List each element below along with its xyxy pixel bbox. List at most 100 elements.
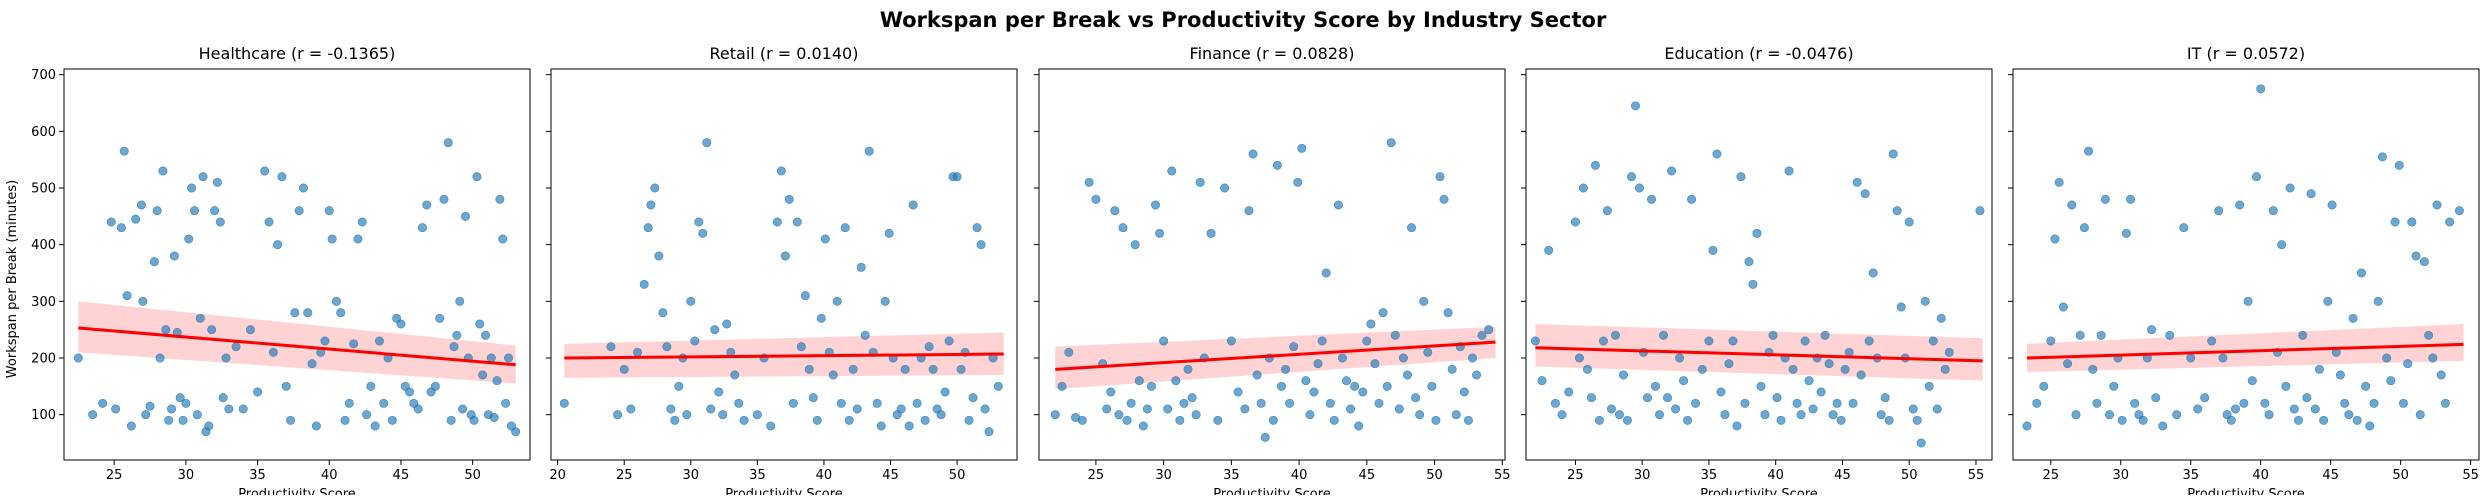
data-point (2039, 381, 2049, 391)
data-point (189, 206, 199, 216)
data-point (2179, 223, 2189, 233)
data-point (796, 342, 806, 352)
data-point (2251, 172, 2261, 182)
x-axis-label: Productivity Score (725, 487, 843, 495)
data-point (1411, 393, 1421, 403)
data-point (472, 172, 482, 182)
x-tick-label: 45 (393, 468, 410, 483)
data-point (714, 387, 724, 397)
data-point (1151, 200, 1161, 210)
data-point (192, 410, 202, 420)
data-point (1736, 172, 1746, 182)
data-point (1447, 364, 1457, 374)
data-point (2022, 421, 2032, 431)
data-point (1167, 166, 1177, 176)
data-point (812, 415, 822, 425)
data-point (1836, 415, 1846, 425)
x-tick-label: 35 (1223, 468, 1240, 483)
panel-title: Finance (r = 0.0828) (1190, 44, 1355, 63)
x-tick-label: 50 (464, 468, 481, 483)
confidence-band (2026, 324, 2464, 373)
data-point (1944, 347, 1954, 357)
data-point (1142, 404, 1152, 414)
data-point (311, 421, 321, 431)
data-point (294, 206, 304, 216)
data-point (145, 401, 155, 411)
data-point (1337, 353, 1347, 363)
data-point (2193, 404, 2203, 414)
data-point (1744, 257, 1754, 267)
data-point (1084, 177, 1094, 187)
data-point (1146, 381, 1156, 391)
data-point (1358, 387, 1368, 397)
axes-frame (63, 68, 531, 461)
data-point (152, 206, 162, 216)
data-point (2130, 398, 2140, 408)
data-point (221, 353, 231, 363)
data-point (690, 336, 700, 346)
data-point (1704, 336, 1714, 346)
data-point (413, 404, 423, 414)
axes-frame (550, 68, 1018, 461)
data-point (106, 217, 116, 227)
data-point (231, 342, 241, 352)
data-point (2428, 353, 2438, 363)
data-point (460, 211, 470, 221)
data-point (1175, 415, 1185, 425)
data-point (2365, 421, 2375, 431)
data-point (1856, 370, 1866, 380)
data-point (682, 410, 692, 420)
data-point (1419, 296, 1429, 306)
data-point (1477, 330, 1487, 340)
data-point (722, 319, 732, 329)
data-point (654, 251, 664, 261)
data-point (1888, 149, 1898, 159)
data-point (1297, 143, 1307, 153)
data-point (1936, 313, 1946, 323)
data-point (290, 308, 300, 318)
panel-title: IT (r = 0.0572) (2187, 44, 2305, 63)
x-axis-label: Productivity Score (238, 487, 356, 495)
data-point (1472, 370, 1482, 380)
x-tick-label: 25 (616, 468, 633, 483)
x-tick-label: 35 (1701, 468, 1718, 483)
x-tick-label: 30 (683, 468, 700, 483)
data-point (613, 410, 623, 420)
data-point (1800, 336, 1810, 346)
data-point (1651, 381, 1661, 391)
panels: Healthcare (r = -0.1365) 25 30 35 40 45 50 100 2… (31, 44, 2480, 499)
data-point (880, 296, 890, 306)
data-point (2398, 398, 2408, 408)
data-point (2407, 217, 2417, 227)
data-point (2454, 206, 2464, 216)
data-point (2071, 410, 2081, 420)
data-point (2356, 268, 2366, 278)
data-point (1057, 381, 1067, 391)
data-point (2050, 234, 2060, 244)
data-point (1463, 415, 1473, 425)
data-point (1840, 364, 1850, 374)
data-point (734, 398, 744, 408)
data-point (1171, 376, 1181, 386)
axes-frame (1038, 68, 1506, 461)
data-point (944, 336, 954, 346)
data-point (1602, 206, 1612, 216)
data-point (1824, 359, 1834, 369)
data-point (1183, 364, 1193, 374)
confidence-band (1535, 324, 1983, 381)
data-point (1752, 228, 1762, 238)
data-point (1768, 330, 1778, 340)
data-point (856, 262, 866, 272)
x-tick-label: 25 (1567, 468, 1584, 483)
data-point (1240, 404, 1250, 414)
data-point (686, 296, 696, 306)
axes-frame (2012, 68, 2480, 461)
data-point (816, 313, 826, 323)
data-point (2390, 217, 2400, 227)
data-point (1064, 347, 1074, 357)
data-point (1301, 376, 1311, 386)
data-point (1582, 364, 1592, 374)
data-point (1354, 421, 1364, 431)
data-point (2226, 415, 2236, 425)
data-point (976, 240, 986, 250)
